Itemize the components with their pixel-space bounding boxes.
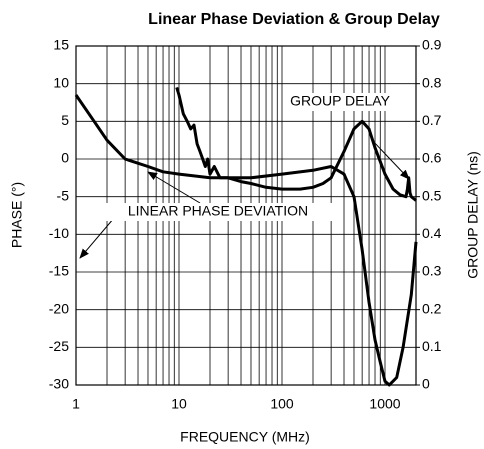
y-tick-label: 0 <box>61 150 69 166</box>
y2-tick-label: 0.9 <box>422 37 442 53</box>
annotation-arrow <box>79 217 115 259</box>
annotation: GROUP DELAY <box>290 93 391 109</box>
data-line <box>74 94 418 387</box>
y2-tick-label: 0.6 <box>422 150 442 166</box>
y2-tick-label: 0 <box>422 376 430 392</box>
y2-tick-label: 0.8 <box>422 74 442 90</box>
y-tick-label: -30 <box>49 376 69 392</box>
y-tick-label: -10 <box>49 225 69 241</box>
y2-tick-label: 0.4 <box>422 225 442 241</box>
annotation-arrow <box>371 139 410 180</box>
x-tick-label: 100 <box>270 396 294 412</box>
y-axis-label: PHASE (°) <box>9 182 25 248</box>
plot-frame <box>75 45 417 386</box>
y-tick-label: -5 <box>57 187 70 203</box>
y-tick-label: -15 <box>49 263 69 279</box>
annotation-bg <box>102 203 334 221</box>
y2-tick-label: 0.7 <box>422 112 442 128</box>
x-tick-label: 10 <box>171 396 187 412</box>
y-tick-label: -25 <box>49 338 69 354</box>
y2-tick-label: 0.1 <box>422 338 442 354</box>
y2-tick-label: 0.2 <box>422 300 442 316</box>
y2-tick-label: 0.3 <box>422 263 442 279</box>
y-tick-label: 5 <box>61 112 69 128</box>
y-tick-label: -20 <box>49 300 69 316</box>
x-tick-label: 1000 <box>369 396 400 412</box>
annotation-bg <box>292 93 388 111</box>
y-tick-label: 10 <box>53 74 69 90</box>
chart-title: Linear Phase Deviation & Group Delay <box>148 11 440 28</box>
y2-axis-label: GROUP DELAY (ns) <box>465 151 481 279</box>
annotation: LINEAR PHASE DEVIATION <box>128 203 308 219</box>
x-axis-label: FREQUENCY (MHz) <box>180 429 310 445</box>
y2-tick-label: 0.5 <box>422 187 442 203</box>
x-tick-label: 1 <box>72 396 80 412</box>
y-tick-label: 15 <box>53 37 69 53</box>
data-line <box>175 86 417 202</box>
